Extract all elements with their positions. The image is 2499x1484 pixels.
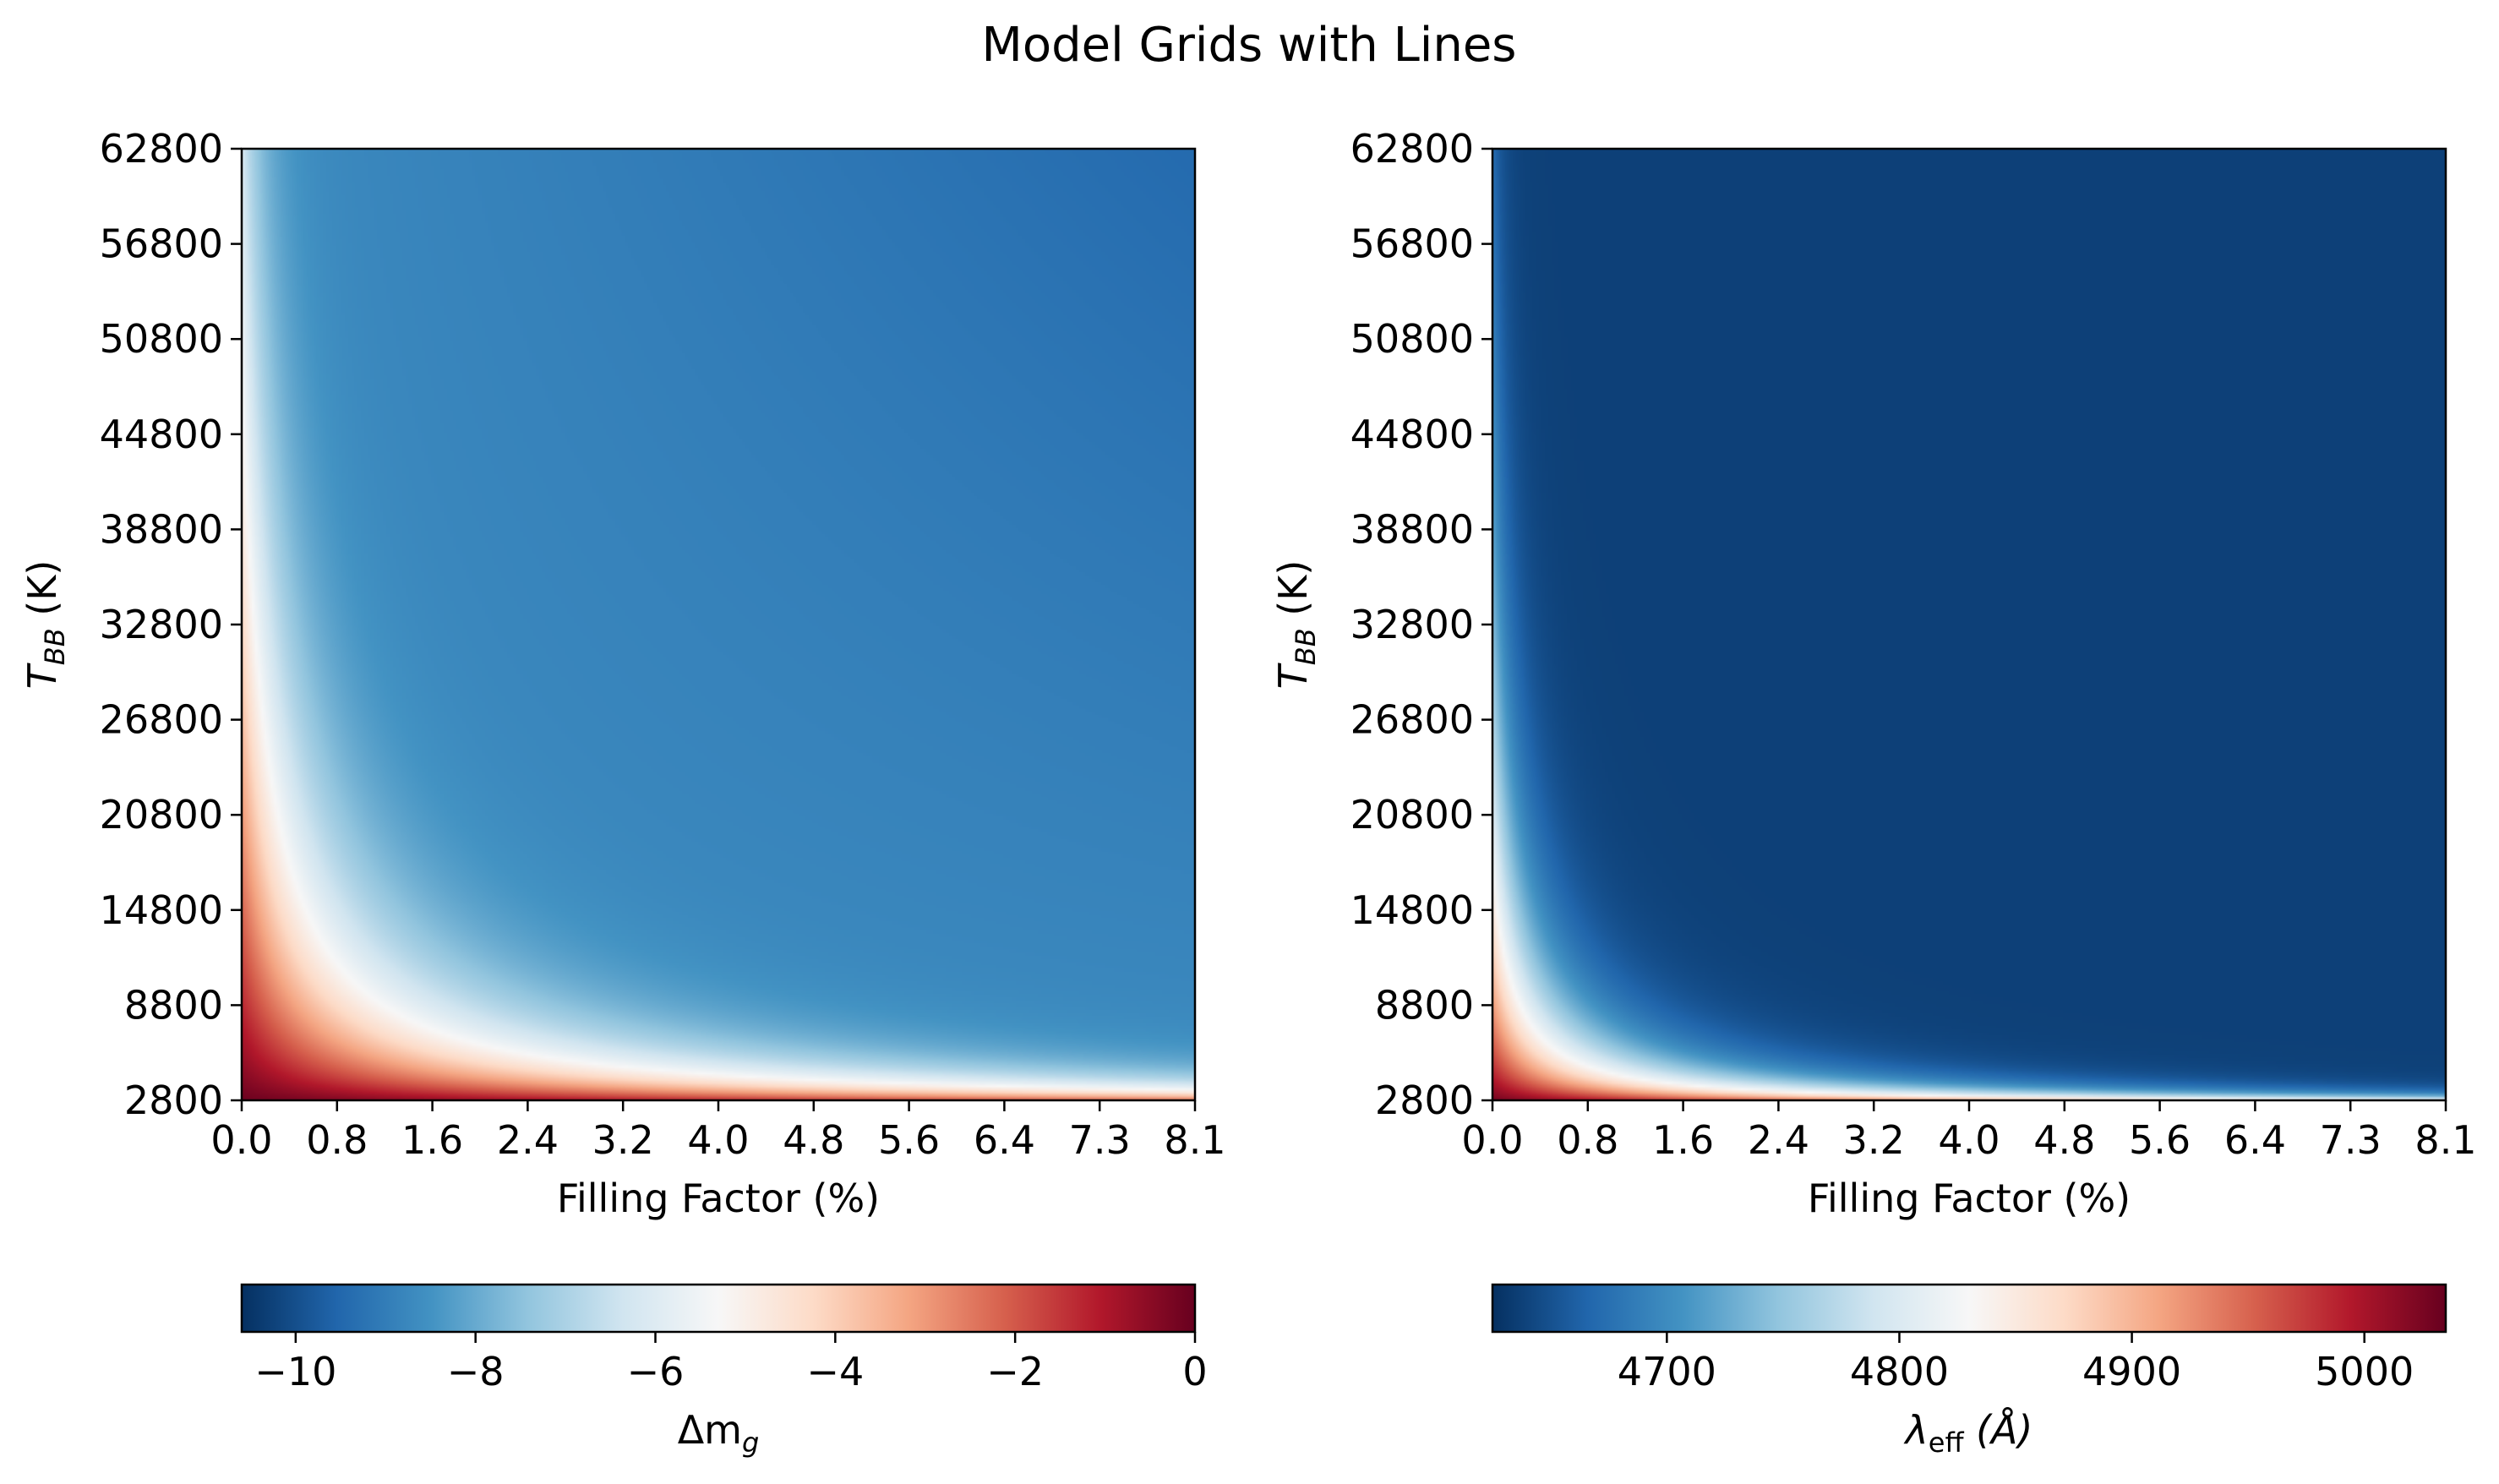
y-axis: 2800 8800 14800 20800 26800 32800 38800 44800 50…	[100, 126, 242, 1123]
x-tick-label: 6.4	[2224, 1117, 2286, 1163]
colorbar-label: Δmg	[678, 1407, 760, 1459]
y-axis-label: TBB (K)	[1270, 560, 1322, 690]
x-tick-label: 7.3	[1069, 1117, 1131, 1163]
y-tick-label: 38800	[100, 506, 223, 552]
y-tick-label: 14800	[100, 887, 223, 933]
colorbar-axis: −10 −8 −6 −4 −2 0	[254, 1332, 1208, 1394]
y-tick-label: 50800	[100, 316, 223, 362]
y-tick-label: 20800	[1350, 792, 1474, 837]
colorbar-tick-label: 4800	[1850, 1349, 1949, 1394]
x-tick-label: 4.0	[1938, 1117, 2000, 1163]
y-tick-label: 32800	[100, 602, 223, 647]
x-tick-label: 8.1	[2414, 1117, 2476, 1163]
colorbar-label: λeff (Å)	[1903, 1407, 2033, 1459]
colorbar-tick-label: 4900	[2082, 1349, 2181, 1394]
x-tick-label: 2.4	[497, 1117, 559, 1163]
y-tick-label: 26800	[1350, 697, 1474, 743]
y-axis-label: TBB (K)	[19, 560, 71, 690]
y-tick-label: 62800	[100, 126, 223, 172]
x-axis: 0.0 0.8 1.6 2.4 3.2 4.0 4.8 5.6 6.4 7.3 8.1	[210, 1100, 1226, 1163]
x-axis-label: Filling Factor (%)	[1808, 1176, 2131, 1221]
x-tick-label: 0.8	[1557, 1117, 1618, 1163]
x-tick-label: 2.4	[1748, 1117, 1809, 1163]
colorbar	[1491, 1283, 2447, 1334]
x-tick-label: 6.4	[974, 1117, 1035, 1163]
colorbar-tick-label: −10	[254, 1349, 336, 1394]
y-tick-label: 56800	[1350, 221, 1474, 267]
y-tick-label: 2800	[124, 1078, 223, 1123]
heatmap-image	[1492, 149, 2446, 1100]
y-tick-label: 2800	[1375, 1078, 1474, 1123]
y-tick-label: 38800	[1350, 506, 1474, 552]
x-tick-label: 0.8	[306, 1117, 368, 1163]
y-tick-label: 50800	[1350, 316, 1474, 362]
colorbar-axis: 4700 4800 4900 5000	[1618, 1332, 2414, 1394]
x-tick-label: 8.1	[1164, 1117, 1225, 1163]
y-tick-label: 14800	[1350, 887, 1474, 933]
y-tick-label: 8800	[124, 982, 223, 1028]
figure-title: Model Grids with Lines	[982, 18, 1517, 73]
colorbar-tick-label: 5000	[2315, 1349, 2414, 1394]
y-tick-label: 44800	[100, 412, 223, 457]
panel-delta-mg: 0.0 0.8 1.6 2.4 3.2 4.0 4.8 5.6 6.4 7.3 8.1 2800 88…	[19, 126, 1226, 1459]
x-axis-label: Filling Factor (%)	[557, 1176, 880, 1221]
colorbar-tick-label: −6	[627, 1349, 685, 1394]
x-tick-label: 3.2	[1843, 1117, 1905, 1163]
colorbar	[240, 1283, 1197, 1334]
panel-lambda-eff: 0.0 0.8 1.6 2.4 3.2 4.0 4.8 5.6 6.4 7.3 8.1 2800 88…	[1270, 126, 2477, 1459]
x-tick-label: 4.8	[2033, 1117, 2095, 1163]
colorbar-tick-label: 0	[1182, 1349, 1207, 1394]
x-tick-label: 4.0	[687, 1117, 749, 1163]
y-tick-label: 32800	[1350, 602, 1474, 647]
x-tick-label: 5.6	[2129, 1117, 2191, 1163]
x-tick-label: 0.0	[210, 1117, 272, 1163]
y-tick-label: 26800	[100, 697, 223, 743]
y-axis: 2800 8800 14800 20800 26800 32800 38800 44800 50…	[1350, 126, 1492, 1123]
heatmap-image	[242, 149, 1195, 1100]
x-tick-label: 1.6	[1652, 1117, 1714, 1163]
x-tick-label: 5.6	[878, 1117, 940, 1163]
colorbar-tick-label: −4	[806, 1349, 864, 1394]
colorbar-tick-label: −8	[447, 1349, 505, 1394]
x-tick-label: 4.8	[783, 1117, 844, 1163]
x-tick-label: 3.2	[592, 1117, 654, 1163]
x-tick-label: 0.0	[1461, 1117, 1523, 1163]
colorbar-tick-label: 4700	[1618, 1349, 1716, 1394]
y-tick-label: 8800	[1375, 982, 1474, 1028]
x-tick-label: 7.3	[2320, 1117, 2382, 1163]
colorbar-tick-label: −2	[986, 1349, 1044, 1394]
y-tick-label: 56800	[100, 221, 223, 267]
y-tick-label: 20800	[100, 792, 223, 837]
y-tick-label: 62800	[1350, 126, 1474, 172]
x-axis: 0.0 0.8 1.6 2.4 3.2 4.0 4.8 5.6 6.4 7.3 8.1	[1461, 1100, 2477, 1163]
x-tick-label: 1.6	[401, 1117, 463, 1163]
y-tick-label: 44800	[1350, 412, 1474, 457]
